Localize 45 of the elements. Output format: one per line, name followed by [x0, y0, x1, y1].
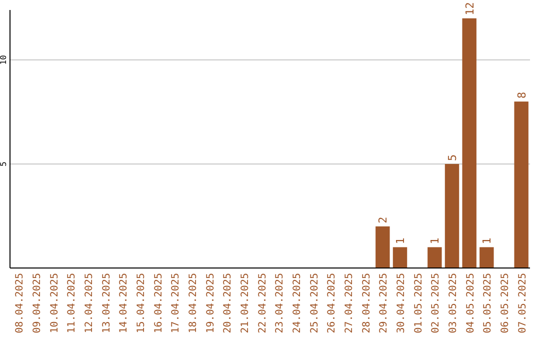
x-tick-label: 01.05.2025	[413, 273, 424, 334]
bar	[444, 164, 460, 268]
bar	[376, 226, 390, 268]
bar	[392, 247, 408, 268]
y-tick-label: 10	[0, 54, 8, 65]
x-tick-label: 10.04.2025	[49, 273, 60, 334]
x-tick-label: 02.05.2025	[430, 273, 442, 334]
x-tick-label: 07.05.2025	[517, 273, 528, 334]
x-tick-label: 29.04.2025	[378, 273, 390, 334]
x-tick-label: 27.04.2025	[344, 273, 355, 334]
x-tick-label: 14.04.2025	[118, 273, 130, 334]
x-tick-label: 06.05.2025	[500, 273, 511, 334]
x-tick-label: 24.04.2025	[292, 273, 303, 334]
x-tick-label: 28.04.2025	[361, 273, 372, 334]
x-tick-label: 03.05.2025	[448, 273, 459, 334]
x-tick-label: 20.04.2025	[222, 273, 234, 334]
x-tick-label: 22.04.2025	[257, 273, 268, 334]
bar	[462, 18, 476, 268]
data-label: 1	[480, 238, 494, 244]
x-tick-label: 26.04.2025	[326, 273, 338, 334]
x-tick-label: 04.05.2025	[465, 273, 476, 334]
data-label: 8	[515, 92, 528, 99]
x-tick-label: 13.04.2025	[101, 273, 112, 334]
x-tick-label: 15.04.2025	[136, 273, 147, 334]
x-tick-label: 18.04.2025	[188, 273, 199, 334]
x-tick-label: 08.04.2025	[14, 273, 26, 334]
x-tick-label: 17.04.2025	[170, 273, 182, 334]
x-tick-label: 16.04.2025	[153, 273, 164, 334]
x-tick-label: 11.04.2025	[66, 273, 78, 334]
data-label: 5	[446, 154, 459, 161]
x-tick-label: 05.05.2025	[482, 273, 494, 334]
data-label: 12	[463, 2, 476, 16]
x-tick-label: 30.04.2025	[396, 273, 407, 334]
x-tick-label: 25.04.2025	[309, 273, 320, 334]
bar	[480, 247, 494, 268]
bar	[514, 102, 528, 268]
x-tick-label: 23.04.2025	[274, 273, 286, 334]
data-label: 1	[394, 238, 407, 244]
x-tick-label: 19.04.2025	[205, 273, 216, 334]
bar	[428, 247, 442, 268]
data-label: 1	[428, 238, 442, 244]
x-tick-label: 21.04.2025	[240, 273, 251, 334]
x-tick-label: 12.04.2025	[84, 273, 95, 334]
data-label: 2	[376, 216, 390, 224]
x-tick-label: 09.04.2025	[32, 273, 43, 334]
